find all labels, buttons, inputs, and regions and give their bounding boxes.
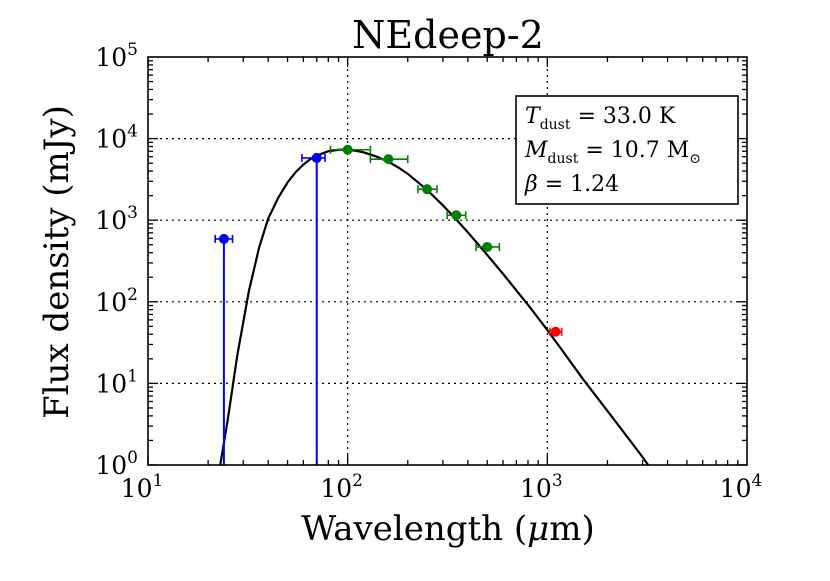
data-marker [218, 233, 229, 244]
y-tick-exponent: 3 [127, 203, 138, 223]
data-marker [422, 184, 433, 195]
m-dust-subscript: dust [548, 151, 579, 167]
data-point [475, 241, 501, 252]
x-tick-labels: 101 102 103 104 [121, 471, 763, 503]
y-tick-label: 101 [95, 366, 138, 398]
y-axis-label: Flux density (mJy) [37, 105, 77, 419]
x-tick-base: 10 [320, 474, 352, 503]
x-axis-label-unit: m) [549, 509, 595, 549]
x-tick-label: 104 [720, 471, 763, 503]
chart-title: NEdeep-2 [352, 13, 544, 57]
data-point [446, 210, 467, 221]
y-tick-exponent: 0 [127, 448, 138, 468]
m-dust-symbol: M [524, 138, 548, 163]
y-tick-label: 105 [95, 40, 138, 72]
y-tick-label: 100 [95, 448, 138, 480]
y-tick-exponent: 1 [127, 366, 138, 386]
t-dust-value: = 33.0 K [570, 104, 675, 129]
fit-parameters-border [515, 95, 739, 205]
y-tick-exponent: 5 [127, 40, 138, 60]
x-axis-label-mu: μ [527, 509, 549, 549]
solar-mass-symbol: ⊙ [689, 151, 701, 167]
t-dust-label: Tdust = 33.0 K [525, 104, 676, 133]
data-marker [383, 154, 394, 165]
t-dust-symbol: T [525, 104, 542, 129]
t-dust-subscript: dust [540, 117, 571, 133]
x-tick-base: 10 [720, 474, 752, 503]
x-tick-base: 10 [121, 474, 153, 503]
data-marker [482, 241, 493, 252]
y-tick-base: 10 [95, 288, 127, 317]
x-tick-label: 102 [320, 471, 363, 503]
data-point [369, 154, 409, 165]
data-point [301, 152, 326, 465]
m-dust-value: = 10.7 M [578, 138, 689, 163]
data-marker [451, 210, 462, 221]
y-tick-base: 10 [95, 206, 127, 235]
data-marker [342, 144, 353, 155]
x-axis-label-text: Wavelength ( [301, 509, 527, 549]
plot-frame [147, 56, 748, 466]
x-tick-exponent: 4 [751, 471, 762, 491]
data-marker [550, 326, 561, 337]
y-tick-label: 103 [95, 203, 138, 235]
beta-label: β = 1.24 [524, 172, 619, 197]
data-point [329, 144, 372, 155]
x-tick-exponent: 3 [552, 471, 563, 491]
x-tick-exponent: 1 [152, 471, 163, 491]
y-tick-label: 104 [95, 122, 138, 154]
x-tick-label: 101 [121, 471, 164, 503]
x-tick-exponent: 2 [352, 471, 363, 491]
data-points-layer [214, 144, 563, 465]
ticks-layer [147, 57, 747, 466]
x-tick-base: 10 [520, 474, 552, 503]
y-tick-exponent: 2 [127, 285, 138, 305]
y-tick-base: 10 [95, 369, 127, 398]
beta-value: = 1.24 [538, 172, 619, 197]
data-marker [311, 152, 322, 163]
y-tick-base: 10 [95, 43, 127, 72]
y-tick-label: 102 [95, 285, 138, 317]
y-tick-exponent: 4 [127, 122, 138, 142]
y-tick-base: 10 [95, 125, 127, 154]
x-tick-label: 103 [520, 471, 563, 503]
data-point [417, 184, 438, 195]
data-point [549, 326, 563, 337]
y-tick-base: 10 [95, 451, 127, 480]
x-axis-label: Wavelength (μm) [301, 509, 595, 549]
beta-symbol: β [524, 172, 538, 197]
fit-parameters-box: Tdust = 33.0 K Mdust = 10.7 M⊙ β = 1.24 [515, 95, 739, 205]
m-dust-label: Mdust = 10.7 M⊙ [524, 138, 701, 167]
data-point [214, 233, 234, 465]
